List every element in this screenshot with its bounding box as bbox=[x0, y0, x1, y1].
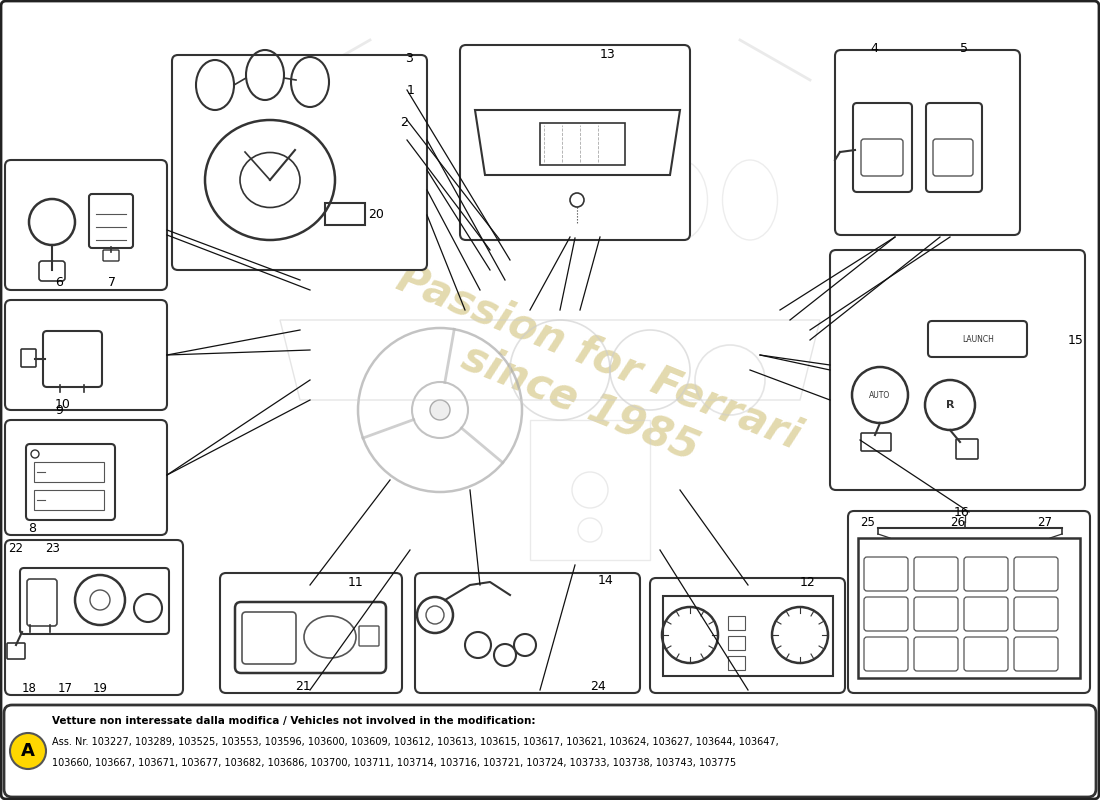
Text: 6: 6 bbox=[55, 275, 63, 289]
Text: 1: 1 bbox=[407, 83, 415, 97]
Bar bbox=[34, 490, 104, 510]
Text: 3: 3 bbox=[405, 51, 412, 65]
Text: 7: 7 bbox=[108, 275, 115, 289]
FancyBboxPatch shape bbox=[650, 578, 845, 693]
FancyBboxPatch shape bbox=[830, 250, 1085, 490]
FancyBboxPatch shape bbox=[848, 511, 1090, 693]
Text: 26: 26 bbox=[950, 515, 965, 529]
Text: 11: 11 bbox=[348, 575, 364, 589]
FancyBboxPatch shape bbox=[6, 160, 167, 290]
Text: 103660, 103667, 103671, 103677, 103682, 103686, 103700, 103711, 103714, 103716, : 103660, 103667, 103671, 103677, 103682, … bbox=[52, 758, 736, 768]
Text: Ass. Nr. 103227, 103289, 103525, 103553, 103596, 103600, 103609, 103612, 103613,: Ass. Nr. 103227, 103289, 103525, 103553,… bbox=[52, 737, 779, 747]
Text: 15: 15 bbox=[1068, 334, 1084, 346]
FancyBboxPatch shape bbox=[6, 300, 167, 410]
Text: 27: 27 bbox=[1037, 515, 1052, 529]
Text: LAUNCH: LAUNCH bbox=[962, 334, 994, 343]
Text: 19: 19 bbox=[94, 682, 108, 694]
Text: 21: 21 bbox=[295, 681, 310, 694]
FancyBboxPatch shape bbox=[415, 573, 640, 693]
Text: R: R bbox=[946, 400, 955, 410]
Text: 2: 2 bbox=[400, 115, 408, 129]
Text: Vetture non interessate dalla modifica / Vehicles not involved in the modificati: Vetture non interessate dalla modifica /… bbox=[52, 716, 536, 726]
FancyBboxPatch shape bbox=[4, 705, 1096, 797]
Text: A: A bbox=[21, 742, 35, 760]
FancyBboxPatch shape bbox=[460, 45, 690, 240]
Text: 14: 14 bbox=[598, 574, 614, 586]
Circle shape bbox=[430, 400, 450, 420]
Text: AUTO: AUTO bbox=[869, 390, 891, 399]
FancyBboxPatch shape bbox=[172, 55, 427, 270]
Text: 22: 22 bbox=[8, 542, 23, 554]
Bar bbox=[540, 123, 625, 165]
Text: 25: 25 bbox=[860, 515, 875, 529]
Text: 18: 18 bbox=[22, 682, 37, 694]
Text: 24: 24 bbox=[590, 681, 606, 694]
Text: 17: 17 bbox=[58, 682, 73, 694]
Text: 12: 12 bbox=[800, 575, 816, 589]
Text: 16: 16 bbox=[954, 506, 970, 518]
Bar bbox=[728, 616, 745, 630]
Text: 10: 10 bbox=[55, 398, 70, 410]
FancyBboxPatch shape bbox=[835, 50, 1020, 235]
Bar bbox=[34, 462, 104, 482]
Bar bbox=[663, 596, 833, 676]
Text: 4: 4 bbox=[870, 42, 878, 54]
Bar bbox=[324, 203, 365, 225]
Bar bbox=[530, 420, 650, 560]
Text: 5: 5 bbox=[960, 42, 968, 54]
Text: Passion for Ferrari
since 1985: Passion for Ferrari since 1985 bbox=[373, 257, 807, 503]
Bar bbox=[728, 656, 745, 670]
FancyBboxPatch shape bbox=[6, 420, 167, 535]
Text: 8: 8 bbox=[28, 522, 36, 534]
FancyBboxPatch shape bbox=[220, 573, 402, 693]
FancyBboxPatch shape bbox=[6, 540, 183, 695]
Bar bbox=[858, 538, 1080, 678]
Circle shape bbox=[10, 733, 46, 769]
Text: 20: 20 bbox=[368, 207, 384, 221]
Text: 23: 23 bbox=[45, 542, 59, 554]
Bar bbox=[728, 636, 745, 650]
Text: 9: 9 bbox=[55, 403, 63, 417]
Text: 13: 13 bbox=[600, 49, 616, 62]
